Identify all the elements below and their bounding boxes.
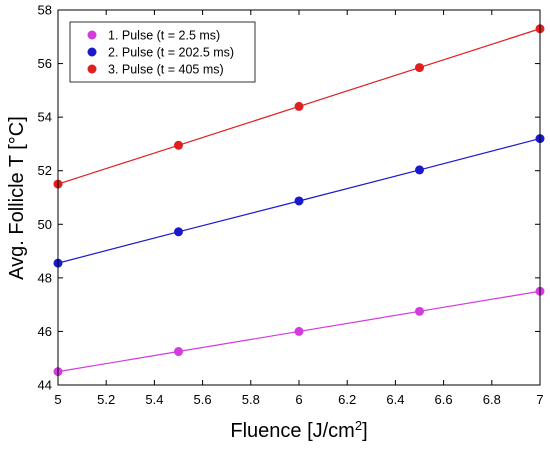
series-3-point <box>294 101 304 111</box>
series-1-point <box>415 306 424 316</box>
x-tick-label: 5.6 <box>194 392 212 407</box>
x-tick-label: 6 <box>295 392 302 407</box>
series-1-point <box>174 347 183 357</box>
y-tick-label: 46 <box>38 324 52 339</box>
x-tick-label: 6.8 <box>483 392 501 407</box>
legend-marker-pulse-2 <box>87 47 97 57</box>
plot-frame <box>57 9 541 386</box>
x-axis-label: Fluence [J/cm2] <box>230 418 367 442</box>
series-2-point <box>174 227 183 237</box>
legend-label-pulse-2: 2. Pulse (t = 202.5 ms) <box>108 46 234 60</box>
legend-box <box>69 21 256 83</box>
x-tick-label: 5 <box>54 392 61 407</box>
y-tick-label: 52 <box>38 163 52 178</box>
x-tick-label: 6.4 <box>386 392 404 407</box>
x-axis-label-end: ] <box>362 420 368 442</box>
y-tick-label: 58 <box>38 3 52 18</box>
series-2-point <box>415 165 424 175</box>
legend-label-pulse-3: 3. Pulse (t = 405 ms) <box>108 63 224 77</box>
legend-label-pulse-1: 1. Pulse (t = 2.5 ms) <box>108 29 220 43</box>
x-tick-label: 5.2 <box>97 392 115 407</box>
y-tick-label: 54 <box>38 110 52 125</box>
y-axis-label: Avg. Follicle T [°C] <box>6 116 28 280</box>
series-layer <box>53 24 545 377</box>
x-axis-label-superscript: 2 <box>355 418 362 433</box>
x-tick-label: 7 <box>536 392 543 407</box>
x-tick-label: 5.8 <box>242 392 260 407</box>
legend: 1. Pulse (t = 2.5 ms) 2. Pulse (t = 202.… <box>69 21 256 83</box>
series-2-point <box>294 196 304 206</box>
y-tick-label: 56 <box>38 56 52 71</box>
series-1-point <box>294 326 304 336</box>
y-tick-label: 48 <box>38 270 52 285</box>
series-3-point <box>415 63 424 73</box>
y-tick-label: 50 <box>38 217 52 232</box>
x-axis-label-main: Fluence [J/cm <box>230 420 354 442</box>
x-tick-label: 6.6 <box>435 392 453 407</box>
x-tick-label: 6.2 <box>338 392 356 407</box>
x-tick-label: 5.4 <box>145 392 163 407</box>
series-3-point <box>174 140 183 150</box>
axis-ticks: 5 5.2 5.4 5.6 5.8 6 6.2 6.4 6.6 6.8 7 44 46 48 50 52 54 5… <box>38 3 544 408</box>
legend-marker-pulse-3 <box>87 64 97 74</box>
y-tick-label: 44 <box>38 378 52 393</box>
legend-marker-pulse-1 <box>87 30 97 40</box>
